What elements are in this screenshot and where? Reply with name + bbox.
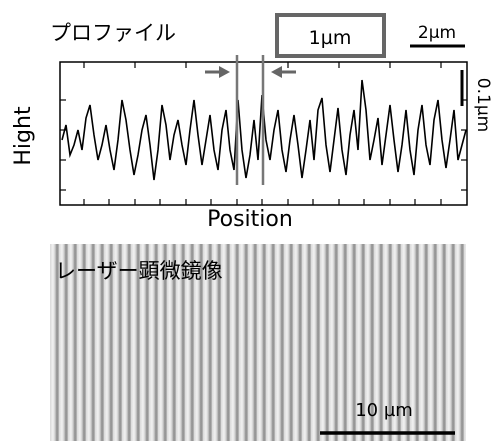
- x-scale-label: 2µm: [418, 23, 456, 43]
- x-axis-label: Position: [207, 207, 293, 232]
- figure-svg: プロファイル 1µm 2µm 0.1µm Hight Position レーザー…: [0, 0, 495, 441]
- y-axis-label: Hight: [11, 106, 36, 166]
- figure: プロファイル 1µm 2µm 0.1µm Hight Position レーザー…: [0, 0, 495, 441]
- magnified-label: 1µm: [309, 27, 352, 49]
- y-scale-label: 0.1µm: [473, 78, 493, 132]
- arrows: [205, 66, 296, 78]
- image-scale-label: 10 µm: [355, 400, 413, 421]
- profile-title: プロファイル: [50, 21, 176, 45]
- image-title: レーザー顕微鏡像: [55, 259, 223, 283]
